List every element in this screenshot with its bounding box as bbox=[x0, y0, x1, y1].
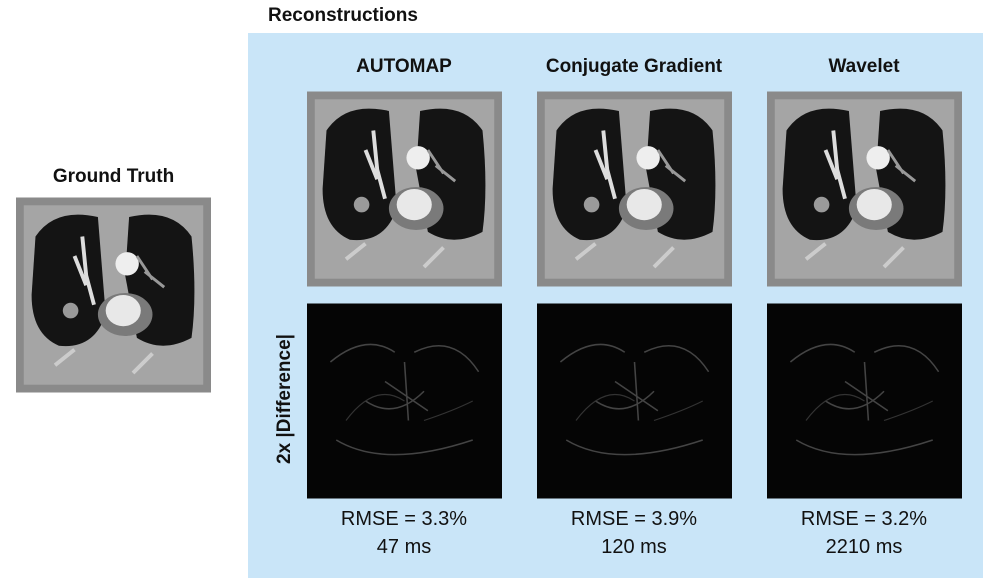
time-label: 2210 ms bbox=[825, 536, 903, 558]
rmse-label: RMSE = 3.2% bbox=[800, 508, 928, 530]
ct-image bbox=[537, 91, 732, 287]
diff-image bbox=[307, 303, 502, 499]
diff-image bbox=[767, 303, 962, 499]
rmse-label: RMSE = 3.9% bbox=[570, 508, 698, 530]
difference-image bbox=[537, 303, 732, 499]
ct-image bbox=[16, 197, 211, 393]
reconstructions-title: Reconstructions bbox=[268, 5, 418, 26]
time-label: 120 ms bbox=[601, 536, 667, 558]
ct-image bbox=[767, 91, 962, 287]
diff-image bbox=[537, 303, 732, 499]
rmse-label: RMSE = 3.3% bbox=[340, 508, 468, 530]
row-label: 2x |Difference| bbox=[274, 334, 295, 464]
method-title: Wavelet bbox=[828, 56, 900, 77]
ct-image bbox=[307, 91, 502, 287]
method-title: Conjugate Gradient bbox=[545, 56, 723, 77]
difference-image bbox=[307, 303, 502, 499]
reconstruction-image bbox=[537, 91, 732, 287]
reconstruction-image bbox=[767, 91, 962, 287]
ground-truth-image bbox=[16, 197, 211, 393]
reconstruction-image bbox=[307, 91, 502, 287]
ground-truth-title: Ground Truth bbox=[52, 166, 175, 187]
method-title: AUTOMAP bbox=[356, 56, 452, 77]
time-label: 47 ms bbox=[376, 536, 432, 558]
difference-image bbox=[767, 303, 962, 499]
